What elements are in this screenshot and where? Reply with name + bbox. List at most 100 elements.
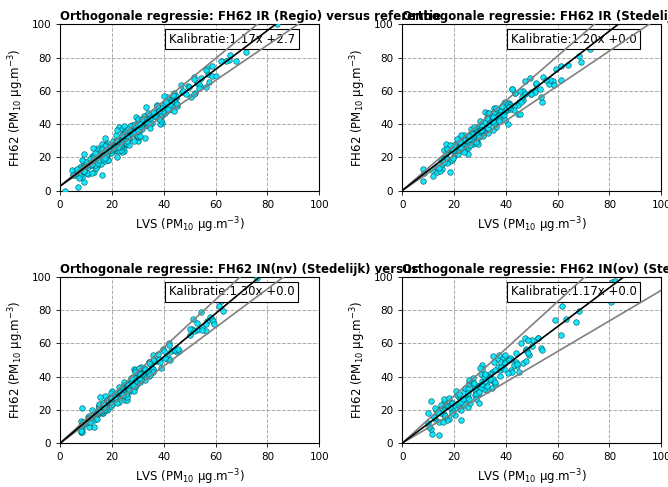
Point [468, 131, 478, 139]
Point [103, 148, 114, 155]
Point [82, 417, 93, 425]
Point [458, 148, 469, 156]
Point [108, 145, 119, 153]
Point [550, 65, 561, 73]
Point [455, 138, 466, 146]
Point [419, 169, 430, 177]
Point [439, 155, 450, 163]
Point [116, 135, 127, 143]
Point [456, 416, 466, 424]
Point [142, 109, 153, 116]
Point [447, 406, 458, 413]
Point [148, 366, 158, 374]
Point [194, 80, 204, 88]
Point [132, 380, 142, 388]
Point [114, 389, 125, 396]
Point [134, 117, 145, 125]
Point [196, 308, 206, 316]
Point [127, 377, 138, 385]
Point [484, 375, 495, 383]
Point [98, 399, 108, 407]
Point [488, 117, 498, 125]
Point [488, 118, 498, 126]
Point [172, 100, 183, 108]
Point [82, 160, 93, 168]
Point [460, 384, 470, 392]
Point [169, 346, 180, 354]
Point [120, 382, 130, 390]
Point [450, 148, 461, 156]
Point [537, 98, 548, 106]
Point [146, 111, 156, 119]
Text: Orthogonale regressie: FH62 IN(ov) (Stedelijk) versus: Orthogonale regressie: FH62 IN(ov) (Sted… [402, 263, 668, 276]
Point [101, 152, 112, 160]
Point [549, 316, 560, 324]
Point [460, 393, 470, 401]
Point [118, 391, 128, 399]
Point [451, 387, 462, 395]
Point [194, 82, 205, 90]
Point [83, 416, 94, 424]
Point [100, 157, 110, 165]
Point [456, 141, 466, 149]
Point [102, 405, 113, 412]
Point [516, 339, 526, 347]
Point [456, 406, 466, 414]
Point [156, 117, 166, 125]
Point [441, 140, 452, 148]
Point [120, 141, 131, 149]
Point [468, 140, 479, 148]
Point [121, 392, 132, 400]
Point [522, 348, 533, 356]
Point [107, 388, 118, 395]
Point [556, 302, 567, 310]
Point [492, 117, 502, 125]
Point [138, 369, 148, 376]
X-axis label: LVS (PM$_{10}$ μg.m$^{-3}$): LVS (PM$_{10}$ μg.m$^{-3}$) [135, 468, 244, 487]
Point [124, 141, 134, 149]
Point [130, 131, 141, 138]
Point [92, 411, 102, 419]
Point [119, 382, 130, 390]
Point [201, 84, 212, 92]
Point [96, 153, 107, 161]
Point [139, 115, 150, 123]
Point [97, 170, 108, 178]
Point [114, 135, 125, 143]
Point [510, 89, 520, 96]
Point [120, 132, 131, 140]
Point [530, 86, 540, 94]
Point [458, 131, 469, 139]
Point [457, 396, 468, 404]
Point [92, 153, 102, 161]
Point [476, 131, 487, 139]
Point [156, 112, 166, 120]
Point [88, 152, 98, 160]
Point [455, 405, 466, 413]
Point [112, 394, 122, 402]
Point [132, 375, 142, 382]
Point [532, 334, 543, 342]
Point [92, 162, 102, 169]
Point [100, 405, 111, 412]
Point [526, 88, 537, 96]
Point [489, 119, 500, 127]
Point [122, 396, 132, 404]
Point [148, 365, 158, 373]
Point [162, 93, 172, 100]
Point [119, 378, 130, 386]
Point [507, 85, 518, 93]
Point [60, 187, 71, 194]
Point [137, 371, 148, 379]
Point [92, 160, 103, 168]
Point [165, 96, 176, 104]
Point [472, 140, 483, 148]
Point [123, 382, 134, 390]
Point [460, 136, 471, 144]
Point [441, 154, 452, 162]
Point [248, 32, 259, 40]
Point [134, 370, 144, 377]
Point [480, 109, 490, 116]
Point [117, 131, 128, 139]
Point [201, 320, 212, 328]
